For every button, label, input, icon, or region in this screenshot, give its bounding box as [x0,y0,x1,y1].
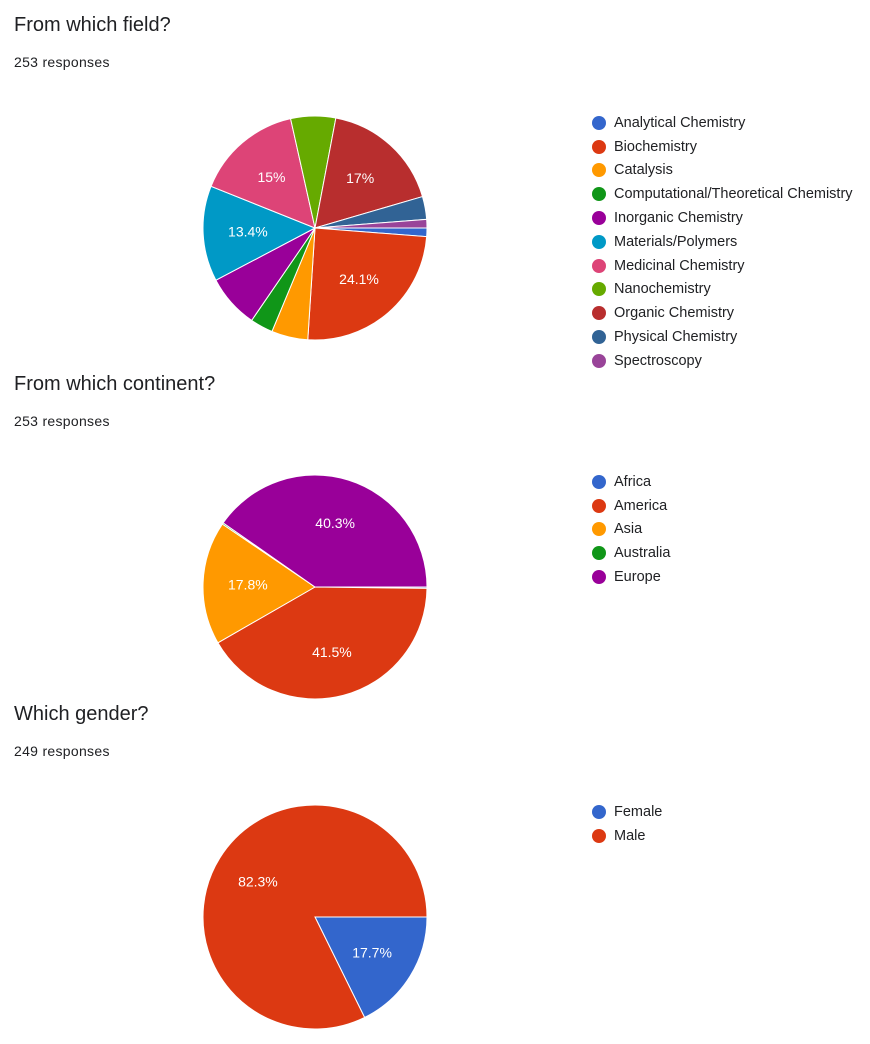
legend-label: Male [614,827,646,844]
legend-item-female: Female [592,800,662,824]
legend-label: Asia [614,521,643,538]
legend-label: Biochemistry [614,138,697,155]
chart-legend: Female Male [592,800,662,848]
legend-item-australia: Australia [592,541,670,565]
chart-continent: From which continent? 253 responses 41.5… [0,359,870,704]
slice-value-label: 13.4% [228,223,268,239]
legend-item-analytical-chemistry: Analytical Chemistry [592,111,853,135]
legend-swatch [592,804,606,819]
pie-chart: 17.7% 82.3% [202,804,428,1030]
legend-item-africa: Africa [592,470,670,494]
slice-value-label: 17.7% [352,944,392,960]
pie-slice-america [217,586,428,700]
legend-item-spectroscopy: Spectroscopy [592,349,853,373]
legend-label: Europe [614,569,661,586]
legend-swatch [592,330,606,345]
pie-slice-female [314,916,428,1019]
legend-item-europe: Europe [592,565,670,589]
legend-label: Female [614,803,663,820]
legend-swatch [592,828,606,843]
legend-label: Nanochemistry [614,281,711,298]
chart-gender: Which gender? 249 responses 17.7% 82.3% F… [0,689,870,1044]
legend-item-nanochemistry: Nanochemistry [592,278,853,302]
chart-legend: Africa America Asia Australia Europe [592,470,670,589]
slice-value-label: 15% [257,169,285,185]
pie-chart: 41.5% 17.8% 40.3% [202,474,428,700]
pie-slice-biochemistry [307,227,428,341]
legend-swatch [592,234,606,249]
slice-value-label: 17.8% [228,576,268,592]
legend-item-inorganic-chemistry: Inorganic Chemistry [592,206,853,230]
chart-title: From which field? [14,14,171,36]
slice-value-label: 17% [346,170,374,186]
slice-value-label: 41.5% [312,644,352,660]
legend-swatch [592,258,606,273]
legend-item-medicinal-chemistry: Medicinal Chemistry [592,254,853,278]
legend-swatch [592,570,606,585]
legend-item-physical-chemistry: Physical Chemistry [592,325,853,349]
legend-swatch [592,498,606,513]
legend-item-catalysis: Catalysis [592,159,853,183]
response-count: 249 responses [14,743,110,759]
legend-label: Inorganic Chemistry [614,210,743,227]
legend-label: Organic Chemistry [614,305,735,322]
pie-slice-organic-chemistry [314,117,424,229]
legend-label: Materials/Polymers [614,233,738,250]
legend-label: Physical Chemistry [614,329,738,346]
legend-label: Spectroscopy [614,352,702,369]
pie-chart: 24.1% 13.4% 15% 17% [202,115,428,341]
pie-slice-medicinal-chemistry [210,118,316,229]
legend-item-america: America [592,494,670,518]
legend-label: Analytical Chemistry [614,114,746,131]
legend-label: Medicinal Chemistry [614,257,745,274]
pie-slice-europe [222,474,428,588]
legend-swatch [592,353,606,368]
legend-swatch [592,282,606,297]
legend-swatch [592,522,606,537]
legend-swatch [592,306,606,321]
legend-item-biochemistry: Biochemistry [592,135,853,159]
chart-title: Which gender? [14,703,149,725]
legend-swatch [592,211,606,226]
legend-item-computational-theoretical-chemistry: Computational/Theoretical Chemistry [592,182,853,206]
chart-legend: Analytical Chemistry Biochemistry Catalysi… [592,111,853,373]
slice-value-label: 24.1% [339,271,379,287]
chart-title: From which continent? [14,373,216,395]
legend-swatch [592,546,606,561]
legend-label: Computational/Theoretical Chemistry [614,186,853,203]
legend-label: America [614,497,668,514]
legend-swatch [592,115,606,130]
legend-item-asia: Asia [592,518,670,542]
pie-slice-materials-polymers [202,185,317,281]
slice-value-label: 82.3% [238,874,278,890]
legend-label: Africa [614,473,652,490]
chart-field: From which field? 253 responses 24.1% 13.… [0,0,870,370]
slice-value-label: 40.3% [315,515,355,531]
legend-label: Catalysis [614,162,673,179]
pie-slice-spectroscopy [314,218,428,229]
legend-swatch [592,163,606,178]
legend-swatch [592,139,606,154]
legend-swatch [592,474,606,489]
legend-swatch [592,187,606,202]
response-count: 253 responses [14,54,110,70]
legend-label: Australia [614,545,671,562]
response-count: 253 responses [14,413,110,429]
legend-item-male: Male [592,824,662,848]
pie-slice-asia [202,523,316,644]
pie-slice-male [202,804,428,1030]
legend-item-organic-chemistry: Organic Chemistry [592,301,853,325]
legend-item-materials-polymers: Materials/Polymers [592,230,853,254]
